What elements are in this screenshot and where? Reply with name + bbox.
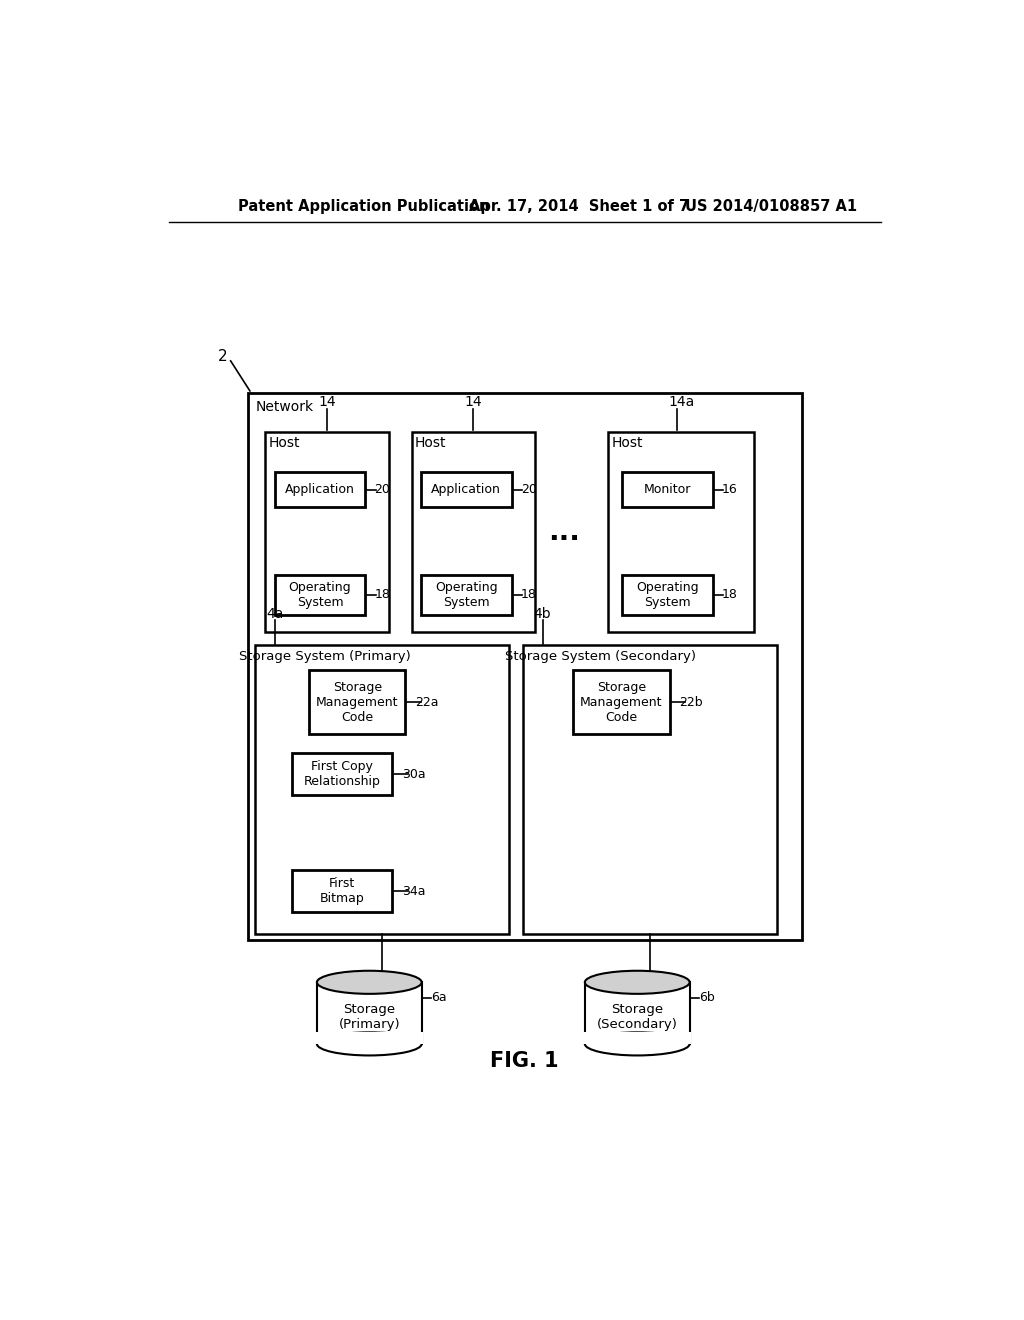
- FancyBboxPatch shape: [315, 1032, 423, 1044]
- Text: Patent Application Publication: Patent Application Publication: [239, 198, 489, 214]
- Text: Storage System (Secondary): Storage System (Secondary): [505, 649, 695, 663]
- Text: Host: Host: [269, 437, 300, 450]
- Text: 22b: 22b: [679, 696, 702, 709]
- FancyBboxPatch shape: [622, 576, 713, 615]
- FancyBboxPatch shape: [585, 982, 689, 1044]
- FancyBboxPatch shape: [622, 471, 713, 507]
- Text: Operating
System: Operating System: [435, 581, 498, 609]
- Text: First Copy
Relationship: First Copy Relationship: [304, 760, 381, 788]
- Text: Network: Network: [256, 400, 313, 414]
- Text: US 2014/0108857 A1: US 2014/0108857 A1: [685, 198, 857, 214]
- FancyBboxPatch shape: [421, 471, 512, 507]
- Text: Monitor: Monitor: [643, 483, 691, 496]
- Text: 16: 16: [722, 483, 737, 496]
- Text: Storage
(Secondary): Storage (Secondary): [597, 1003, 678, 1031]
- FancyBboxPatch shape: [255, 645, 509, 933]
- Text: 6a: 6a: [431, 991, 446, 1005]
- FancyBboxPatch shape: [412, 432, 535, 632]
- FancyBboxPatch shape: [265, 432, 388, 632]
- Ellipse shape: [585, 970, 689, 994]
- Text: 14: 14: [465, 396, 482, 409]
- FancyBboxPatch shape: [523, 645, 777, 933]
- Text: Host: Host: [611, 437, 643, 450]
- Text: Operating
System: Operating System: [636, 581, 698, 609]
- Text: Application: Application: [285, 483, 355, 496]
- Text: 18: 18: [375, 589, 390, 602]
- Text: 14: 14: [318, 396, 336, 409]
- Text: Storage System (Primary): Storage System (Primary): [239, 649, 411, 663]
- Text: ...: ...: [548, 517, 580, 546]
- FancyBboxPatch shape: [274, 471, 366, 507]
- FancyBboxPatch shape: [292, 870, 392, 912]
- Ellipse shape: [316, 970, 422, 994]
- Text: 2: 2: [218, 348, 227, 364]
- Text: Storage
(Primary): Storage (Primary): [339, 1003, 400, 1031]
- Text: 20: 20: [521, 483, 537, 496]
- Text: First
Bitmap: First Bitmap: [319, 876, 365, 906]
- Text: 4b: 4b: [534, 607, 551, 622]
- Text: Application: Application: [431, 483, 501, 496]
- Text: 22a: 22a: [416, 696, 438, 709]
- Ellipse shape: [585, 1032, 689, 1056]
- Text: 14a: 14a: [668, 396, 694, 409]
- Text: Storage
Management
Code: Storage Management Code: [316, 681, 398, 723]
- Text: 6b: 6b: [698, 991, 715, 1005]
- FancyBboxPatch shape: [309, 671, 406, 734]
- Text: 30a: 30a: [402, 767, 426, 780]
- Text: Host: Host: [415, 437, 446, 450]
- Text: Apr. 17, 2014  Sheet 1 of 7: Apr. 17, 2014 Sheet 1 of 7: [469, 198, 689, 214]
- FancyBboxPatch shape: [248, 393, 802, 940]
- Text: Storage
Management
Code: Storage Management Code: [581, 681, 663, 723]
- FancyBboxPatch shape: [421, 576, 512, 615]
- Text: FIG. 1: FIG. 1: [490, 1051, 559, 1071]
- FancyBboxPatch shape: [274, 576, 366, 615]
- Text: Operating
System: Operating System: [289, 581, 351, 609]
- FancyBboxPatch shape: [608, 432, 755, 632]
- Text: 18: 18: [722, 589, 737, 602]
- Text: 34a: 34a: [402, 884, 426, 898]
- FancyBboxPatch shape: [292, 752, 392, 795]
- Ellipse shape: [316, 1032, 422, 1056]
- FancyBboxPatch shape: [316, 982, 422, 1044]
- Text: 18: 18: [521, 589, 537, 602]
- FancyBboxPatch shape: [573, 671, 670, 734]
- FancyBboxPatch shape: [584, 1032, 691, 1044]
- Text: 20: 20: [375, 483, 390, 496]
- Text: 4a: 4a: [266, 607, 284, 622]
